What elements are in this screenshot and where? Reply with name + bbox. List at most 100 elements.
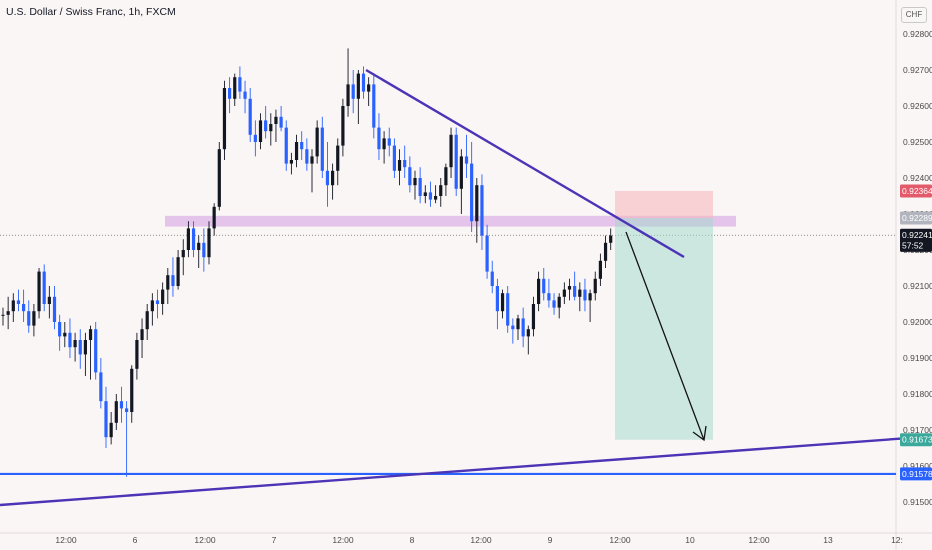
candle-body	[408, 167, 412, 186]
candle-body	[531, 304, 536, 330]
time-tick-label: 12:00	[609, 535, 631, 545]
time-tick-label: 7	[272, 535, 277, 545]
candle-body	[341, 106, 345, 146]
currency-button[interactable]: CHF	[901, 7, 927, 23]
candle-body	[459, 156, 463, 189]
candle-body	[228, 88, 232, 99]
candle-body	[217, 149, 221, 207]
candle-body	[104, 401, 108, 438]
candle-body	[6, 311, 10, 315]
time-tick-label: 12:00	[470, 535, 492, 545]
candle-body	[320, 127, 324, 171]
candle-body	[27, 311, 31, 326]
candle-body	[336, 145, 340, 171]
candle-body	[403, 160, 407, 168]
candle-body	[351, 84, 355, 99]
candle-body	[42, 271, 46, 304]
price-tag-label: 0.91578	[902, 469, 932, 479]
time-tick-label: 9	[548, 535, 553, 545]
projection-arrow-head	[692, 425, 707, 442]
candle-body	[94, 329, 98, 373]
candle-body	[238, 77, 242, 92]
time-tick-label: 12:	[891, 535, 903, 545]
candle-body	[593, 278, 597, 294]
candle-body	[73, 340, 77, 348]
candle-body	[83, 340, 87, 355]
price-tag: 57:52	[900, 238, 932, 252]
candle-body	[490, 271, 494, 286]
time-tick-label: 8	[410, 535, 415, 545]
candle-body	[397, 160, 402, 171]
price-tag-label: 0.92364	[902, 186, 932, 196]
candle-body	[171, 275, 175, 286]
candle-body	[140, 329, 144, 340]
candle-body	[331, 170, 335, 186]
candle-body	[526, 329, 530, 337]
candle-body	[377, 127, 381, 150]
candle-body	[166, 275, 170, 290]
candle-body	[413, 178, 417, 186]
candle-body	[567, 286, 572, 290]
candle-body	[191, 228, 196, 250]
candle-body	[258, 120, 263, 142]
candle-body	[197, 242, 201, 250]
candle-body	[434, 196, 438, 200]
candle-body	[68, 332, 72, 348]
candle-body	[88, 329, 93, 340]
candle-body	[269, 124, 273, 132]
candle-body	[161, 289, 165, 304]
candle-body	[464, 156, 469, 164]
candle-body	[279, 116, 283, 128]
candle-body	[346, 84, 350, 106]
price-tick-label: 0.92600	[903, 101, 932, 111]
candle-body	[294, 142, 299, 160]
price-tick-label: 0.92400	[903, 173, 932, 183]
candle-body	[243, 91, 247, 99]
candle-body	[305, 149, 309, 164]
candle-body	[475, 185, 479, 222]
price-tag: 0.92241	[900, 228, 932, 242]
price-tick-label: 0.92800	[903, 29, 932, 39]
chart-overlays	[0, 68, 932, 507]
candle-body	[537, 278, 541, 304]
candle-body	[573, 286, 577, 297]
candle-body	[598, 260, 602, 279]
candle-body	[202, 242, 206, 258]
candle-body	[130, 368, 134, 412]
candle-body	[22, 304, 26, 312]
stop-loss-zone	[615, 190, 713, 218]
price-tag-label: 57:52	[902, 240, 924, 250]
candle-body	[557, 296, 561, 308]
candle-body	[495, 286, 499, 312]
candle-body	[248, 98, 252, 135]
time-axis[interactable]: 12:00 6 12:00 7 12:00 8 12:00 9 12:00 10 12:00 13 12…	[55, 535, 903, 545]
time-tick-label: 10	[685, 535, 695, 545]
candle-body	[439, 185, 443, 196]
resistance-zone	[165, 215, 736, 227]
candle-body	[181, 250, 185, 258]
candle-body	[109, 422, 113, 438]
price-tag: 0.91578	[900, 467, 932, 481]
candle-body	[274, 116, 278, 124]
candle-body	[392, 145, 396, 171]
candle-body	[542, 278, 546, 294]
candle-body	[310, 156, 314, 164]
candle-body	[500, 293, 505, 312]
time-tick-label: 12:00	[55, 535, 77, 545]
price-tag-bg	[900, 228, 932, 242]
candle-body	[506, 293, 510, 326]
time-tick-label: 12:00	[194, 535, 216, 545]
price-axis[interactable]: 0.92800 0.92700 0.92600 0.92500 0.92400 0.923…	[900, 29, 932, 507]
candle-body	[547, 293, 551, 301]
candle-body	[253, 134, 257, 142]
price-tick-label: 0.92700	[903, 65, 932, 75]
price-tag-bg	[900, 467, 932, 481]
candle-body	[552, 300, 556, 308]
chart-zones	[165, 190, 736, 440]
candle-body	[78, 340, 82, 355]
candle-body	[356, 73, 360, 99]
price-tag: 0.91673	[900, 433, 932, 447]
price-tick-label: 0.92000	[903, 317, 932, 327]
